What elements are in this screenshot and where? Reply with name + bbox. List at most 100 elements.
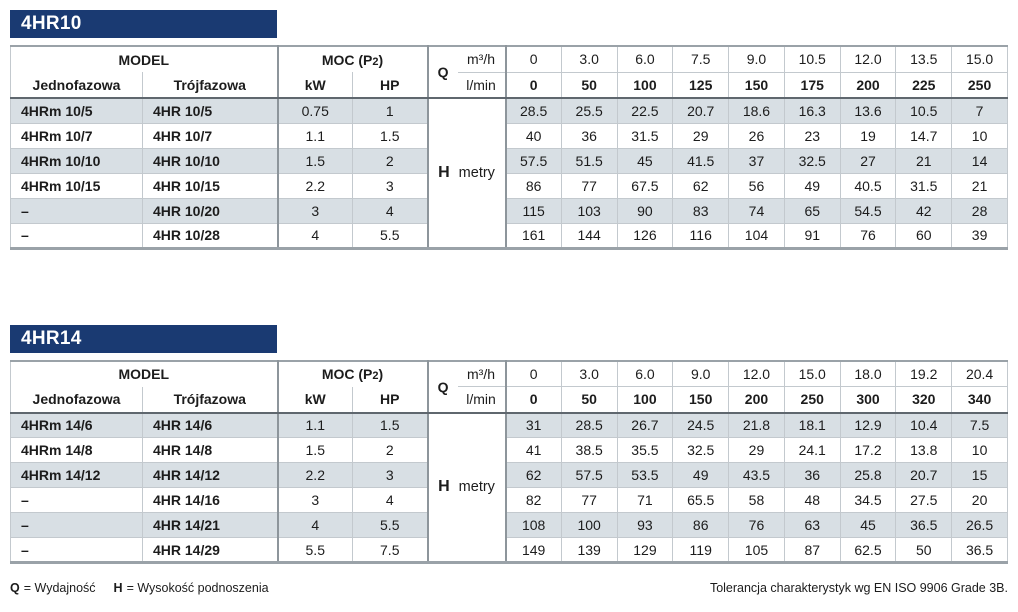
- head-value-cell: 38.5: [560, 437, 618, 463]
- legend: Q = Wydajność H = Wysokość podnoszenia: [10, 581, 273, 595]
- series-title-bar: 4HR14: [10, 324, 277, 353]
- model-single-phase-cell: 4HRm 10/5: [10, 97, 143, 124]
- head-value-cell: 28.5: [504, 97, 562, 124]
- flow-m3h-value: 20.4: [951, 360, 1008, 387]
- flow-lmin-value: 250: [783, 386, 841, 414]
- power-hp-cell: 5.5: [351, 512, 429, 538]
- head-value-cell: 62: [672, 172, 730, 199]
- legend-h-text: = Wysokość podnoszenia: [126, 581, 269, 595]
- head-value-cell: 18.6: [728, 97, 785, 124]
- head-value-cell: 104: [728, 222, 785, 249]
- header-row-units: Jednofazowa Trójfazowa kW HP l/min 0 50 10…: [10, 386, 1008, 414]
- header-row-groups: MODEL MOC (P2) Q m³/h 0 3.0 6.0 9.0 12.0 15.0…: [10, 360, 1008, 414]
- m3h-unit-label: m³/h: [457, 360, 507, 387]
- three-phase-header: Trójfazowa: [142, 72, 278, 99]
- head-value-cell: 17.2: [839, 437, 897, 463]
- head-value-cell: 65: [783, 197, 841, 224]
- flow-m3h-value: 3.0: [560, 360, 618, 387]
- power-kw-cell: 4: [276, 222, 353, 249]
- head-value-cell: 74: [728, 197, 785, 224]
- model-three-phase-cell: 4HR 14/12: [142, 462, 278, 488]
- model-three-phase-cell: 4HR 14/16: [142, 487, 278, 513]
- head-value-cell: 37: [728, 147, 785, 174]
- model-group-header: MODEL: [10, 360, 278, 387]
- model-three-phase-cell: 4HR 14/21: [142, 512, 278, 538]
- header-row-units: Jednofazowa Trójfazowa kW HP l/min 0 50 10…: [10, 71, 1008, 99]
- h-unit-label: metry: [458, 164, 495, 181]
- power-hp-cell: 3: [351, 172, 429, 199]
- model-single-phase-cell: 4HRm 14/6: [10, 412, 143, 438]
- power-kw-cell: 3: [276, 487, 353, 513]
- lmin-unit-label: l/min: [457, 71, 507, 99]
- head-value-cell: 36: [783, 462, 841, 488]
- flow-lmin-value: 225: [895, 71, 953, 99]
- flow-m3h-value: 12.0: [839, 45, 897, 73]
- three-phase-header: Trójfazowa: [142, 386, 278, 414]
- power-kw-cell: 5.5: [276, 537, 353, 563]
- head-value-cell: 119: [672, 537, 730, 563]
- model-single-phase-cell: 4HRm 10/10: [10, 147, 143, 174]
- head-value-cell: 7: [951, 97, 1008, 124]
- model-three-phase-cell: 4HR 10/5: [142, 97, 278, 124]
- footer: Q = Wydajność H = Wysokość podnoszenia Tole…: [10, 581, 1008, 595]
- head-value-cell: 21: [895, 147, 953, 174]
- flow-lmin-value: 200: [728, 386, 785, 414]
- legend-q-symbol: Q: [10, 581, 20, 595]
- flow-m3h-value: 13.5: [895, 45, 953, 73]
- head-value-cell: 31.5: [616, 122, 674, 149]
- head-value-cell: 108: [504, 512, 562, 538]
- moc-label: MOC (P: [321, 51, 373, 68]
- model-single-phase-cell: 4HRm 14/12: [10, 462, 143, 488]
- flow-lmin-value: 150: [672, 386, 730, 414]
- head-value-cell: 25.5: [560, 97, 618, 124]
- header-row-groups: MODEL MOC (P2) Q m³/h 0 3.0 6.0 7.5 9.0 10.5 1…: [10, 45, 1008, 99]
- head-value-cell: 51.5: [560, 147, 618, 174]
- head-value-cell: 67.5: [616, 172, 674, 199]
- power-hp-cell: 7.5: [351, 537, 429, 563]
- head-value-cell: 49: [783, 172, 841, 199]
- head-value-cell: 10.4: [895, 412, 953, 438]
- head-value-cell: 36.5: [895, 512, 953, 538]
- single-phase-header: Jednofazowa: [10, 386, 143, 414]
- head-value-cell: 161: [504, 222, 562, 249]
- head-value-cell: 14: [951, 147, 1008, 174]
- kw-header: kW: [276, 72, 353, 99]
- head-value-cell: 31.5: [895, 172, 953, 199]
- power-group-header: MOC (P2): [276, 360, 429, 387]
- model-three-phase-cell: 4HR 10/28: [142, 222, 278, 249]
- head-value-cell: 32.5: [783, 147, 841, 174]
- head-value-cell: 21.8: [728, 412, 785, 438]
- pump-row: –4HR 14/16 3 4 82 77 71 65.5 58 48 34.5 27.5 20: [10, 487, 1008, 513]
- head-value-cell: 39: [951, 222, 1008, 249]
- head-value-cell: 40: [504, 122, 562, 149]
- flow-lmin-value: 175: [783, 71, 841, 99]
- head-value-cell: 15: [951, 462, 1008, 488]
- single-phase-header: Jednofazowa: [10, 72, 143, 99]
- head-value-cell: 27: [839, 147, 897, 174]
- power-kw-cell: 1.5: [276, 437, 353, 463]
- head-value-cell: 77: [560, 487, 618, 513]
- flow-m3h-value: 3.0: [560, 45, 618, 73]
- pump-row: –4HR 14/29 5.5 7.5 149 139 129 119 105 87 62.5 50 3…: [10, 537, 1008, 563]
- flow-lmin-value: 100: [616, 71, 674, 99]
- pump-row: 4HRm 10/7 4HR 10/7 1.1 1.5 40 36 31.5 29 26 23 19 1…: [10, 122, 1008, 149]
- power-kw-cell: 4: [276, 512, 353, 538]
- head-value-cell: 10: [951, 437, 1008, 463]
- moc-subscript: 2: [372, 370, 379, 382]
- head-value-cell: 24.5: [672, 412, 730, 438]
- pump-spec-table: MODEL MOC (P2) Q m³/h 0 3.0 6.0 9.0 12.0 15.0…: [10, 359, 1008, 564]
- head-value-cell: 83: [672, 197, 730, 224]
- head-value-cell: 63: [783, 512, 841, 538]
- power-hp-cell: 1.5: [351, 412, 429, 438]
- head-value-cell: 116: [672, 222, 730, 249]
- kw-header: kW: [276, 386, 353, 414]
- pump-row: 4HRm 10/10 4HR 10/10 1.5 2 57.5 51.5 45 41.5 37 3…: [10, 147, 1008, 174]
- head-value-cell: 48: [783, 487, 841, 513]
- head-value-cell: 21: [951, 172, 1008, 199]
- head-value-cell: 45: [616, 147, 674, 174]
- head-value-cell: 144: [560, 222, 618, 249]
- flow-lmin-value: 250: [951, 71, 1008, 99]
- power-kw-cell: 2.2: [276, 172, 353, 199]
- head-value-cell: 103: [560, 197, 618, 224]
- head-value-cell: 86: [504, 172, 562, 199]
